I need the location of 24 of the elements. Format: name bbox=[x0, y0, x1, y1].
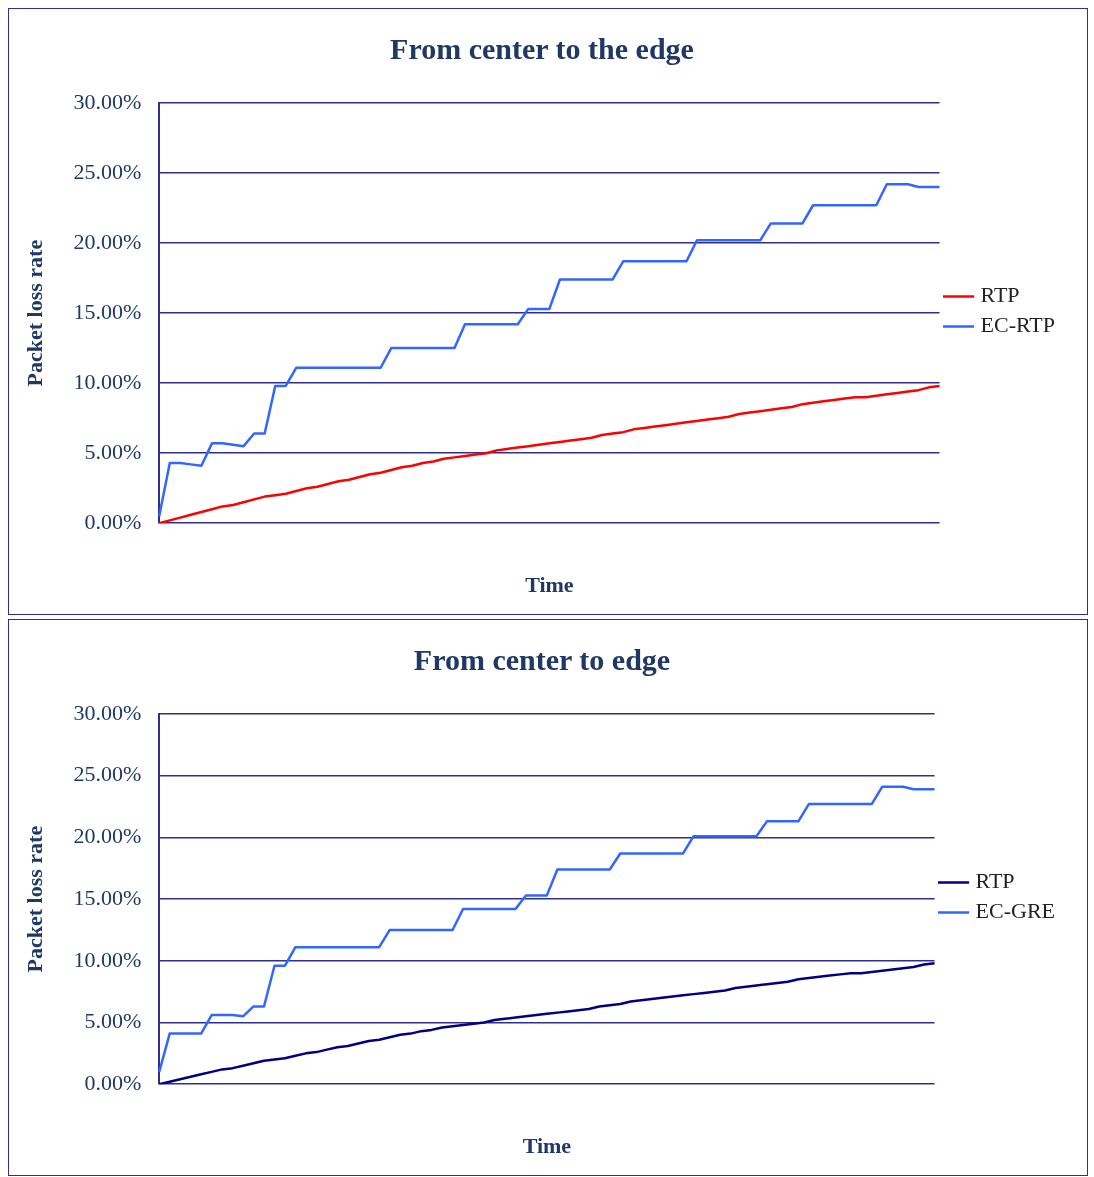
y-tick-label: 25.00% bbox=[73, 761, 142, 787]
y-tick-label: 20.00% bbox=[73, 823, 142, 849]
x-axis-title: Time bbox=[522, 1133, 572, 1159]
legend-label: RTP bbox=[980, 282, 1020, 308]
y-tick-label: 15.00% bbox=[73, 884, 142, 910]
y-tick-label: 15.00% bbox=[73, 298, 142, 324]
y-axis-title: Packet loss rate bbox=[21, 825, 47, 973]
legend-label: RTP bbox=[975, 868, 1015, 894]
y-tick-label: 20.00% bbox=[73, 228, 142, 254]
y-tick-label: 0.00% bbox=[84, 1069, 142, 1095]
y-tick-label: 30.00% bbox=[73, 699, 142, 725]
x-axis-title: Time bbox=[525, 572, 574, 598]
y-tick-label: 10.00% bbox=[73, 946, 142, 972]
y-tick-label: 25.00% bbox=[73, 158, 142, 184]
y-tick-label: 10.00% bbox=[73, 368, 142, 394]
y-tick-label: 0.00% bbox=[84, 508, 142, 534]
legend-label: EC-GRE bbox=[975, 898, 1056, 924]
y-tick-label: 5.00% bbox=[84, 1008, 142, 1034]
y-tick-label: 5.00% bbox=[84, 438, 142, 464]
legend-label: EC-RTP bbox=[980, 312, 1055, 338]
y-tick-label: 30.00% bbox=[73, 88, 142, 114]
chart-title: From center to edge bbox=[413, 642, 671, 676]
y-axis-title: Packet loss rate bbox=[21, 239, 47, 387]
chart-title: From center to the edge bbox=[390, 31, 694, 65]
